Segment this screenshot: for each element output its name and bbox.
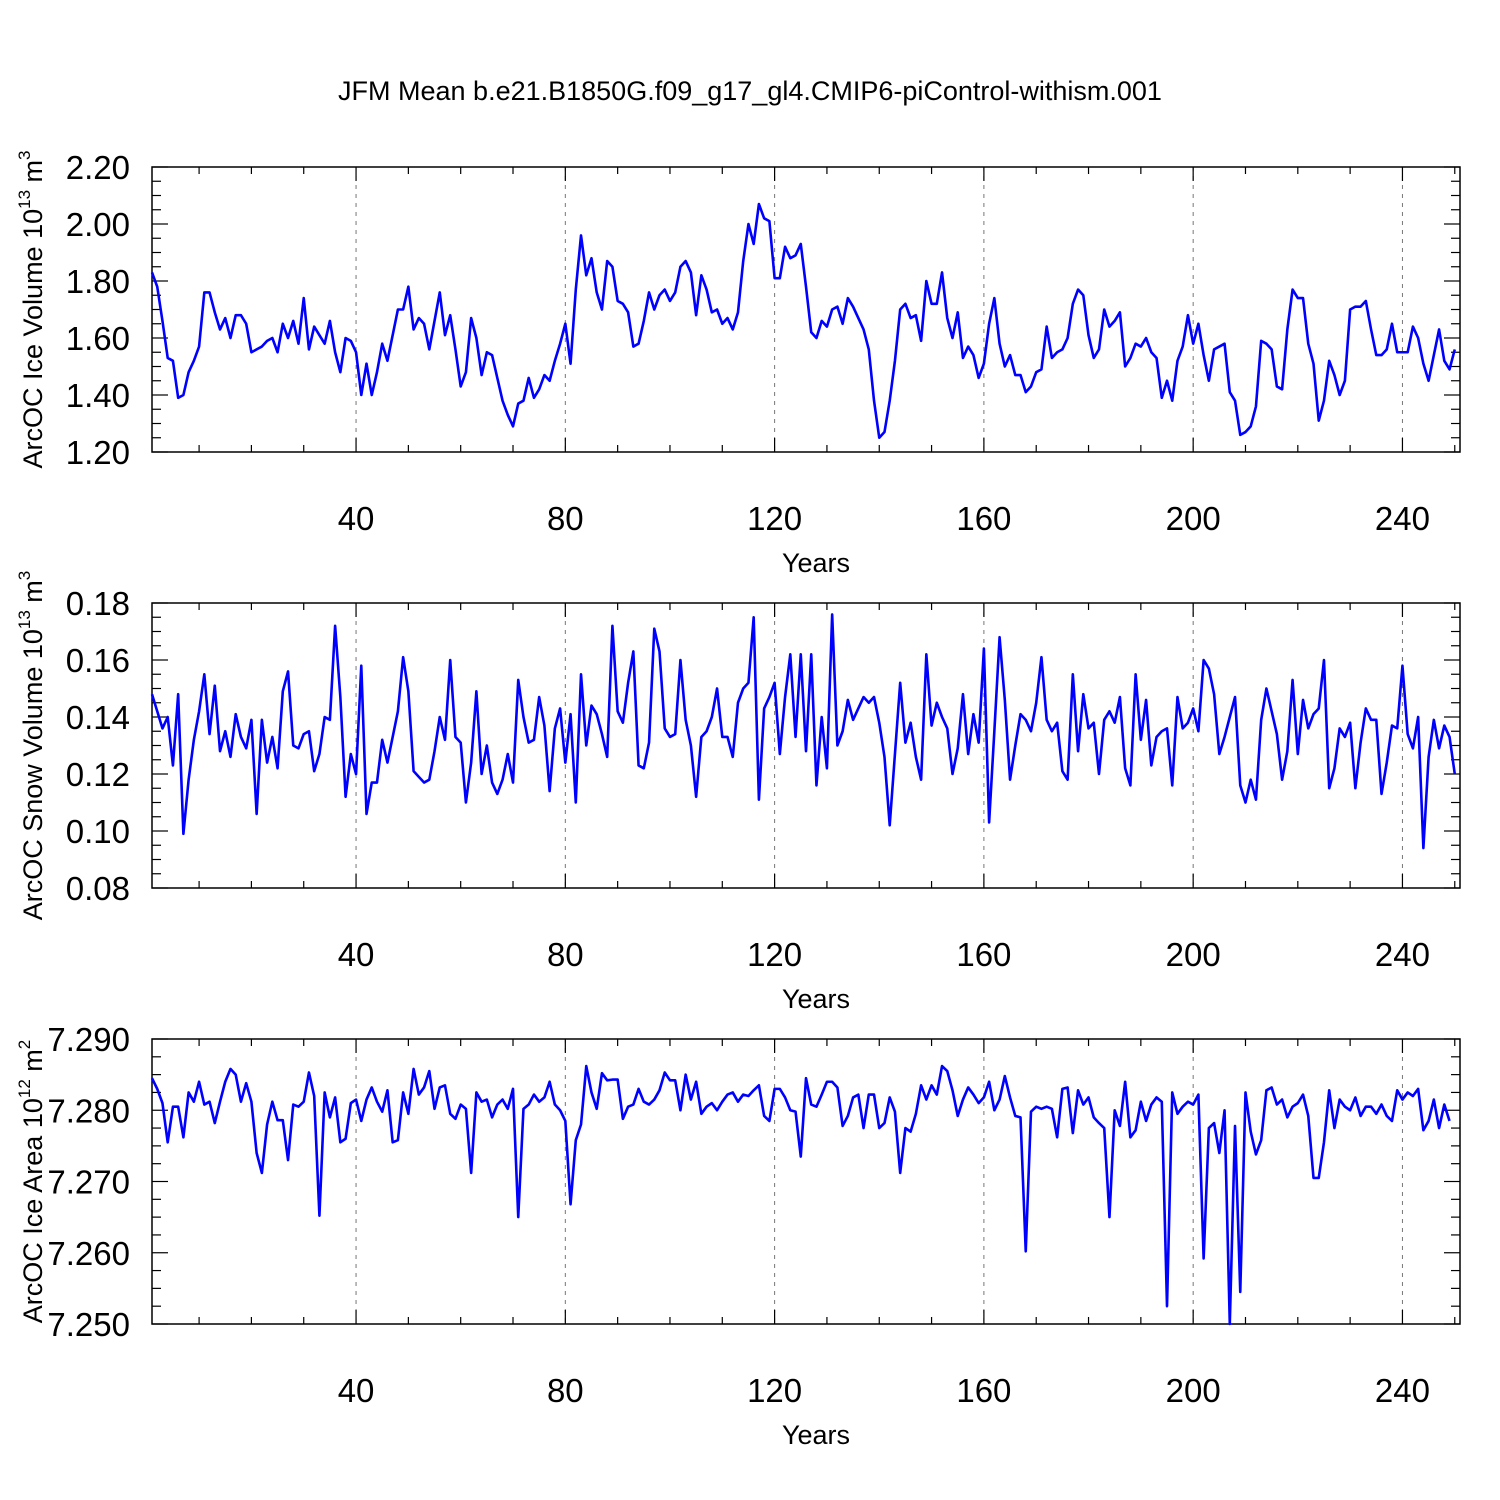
plot-frame — [151, 1038, 1461, 1325]
y-tick-label: 7.290 — [47, 1021, 130, 1058]
x-tick-label: 120 — [747, 936, 802, 973]
x-tick-label: 240 — [1375, 500, 1430, 537]
x-axis-label: Years — [782, 1420, 850, 1450]
y-tick-label: 0.16 — [66, 642, 130, 679]
series-line — [150, 613, 1457, 850]
y-axis-label-part: ArcOC Ice Volume 10 — [18, 209, 48, 469]
y-tick-label: 7.260 — [47, 1235, 130, 1272]
x-tick-label: 40 — [338, 500, 375, 537]
series-line — [150, 202, 1457, 440]
y-axis-label-superscript: 13 — [15, 610, 34, 629]
x-tick-label: 240 — [1375, 936, 1430, 973]
x-tick-label: 80 — [547, 500, 584, 537]
x-axis-label: Years — [782, 548, 850, 578]
x-tick-label: 240 — [1375, 1372, 1430, 1409]
y-axis-label-superscript: 3 — [15, 150, 34, 159]
chart-panel-2: 0.08 0.10 0.12 0.14 0.16 0.18 40 80 120 160 200 240… — [15, 571, 1461, 1014]
y-tick-label: 7.280 — [47, 1092, 130, 1129]
y-axis-label-part: ArcOC Ice Area 10 — [18, 1098, 48, 1323]
x-tick-label: 80 — [547, 936, 584, 973]
y-tick-label: 0.12 — [66, 756, 130, 793]
chart-panel-3: 7.250 7.260 7.270 7.280 7.290 40 80 120 160 200 24… — [15, 1021, 1461, 1450]
y-tick-label: 1.20 — [66, 434, 130, 471]
y-tick-label: 0.14 — [66, 699, 130, 736]
y-tick-label: 2.20 — [66, 149, 130, 186]
y-axis-label-part: m — [18, 580, 48, 610]
y-axis-label-superscript: 3 — [15, 571, 34, 580]
y-axis-label-part: m — [18, 160, 48, 190]
x-tick-label: 200 — [1166, 936, 1221, 973]
plot-frame — [151, 602, 1461, 889]
series-line — [150, 1064, 1451, 1326]
x-tick-label: 200 — [1166, 500, 1221, 537]
y-tick-label: 0.10 — [66, 813, 130, 850]
y-tick-label: 1.60 — [66, 320, 130, 357]
x-tick-label: 200 — [1166, 1372, 1221, 1409]
chart-title: JFM Mean b.e21.B1850G.f09_g17_gl4.CMIP6-… — [338, 76, 1162, 106]
y-axis-label-superscript: 2 — [15, 1040, 34, 1049]
plot-frame — [151, 166, 1461, 453]
y-axis-label-superscript: 12 — [15, 1079, 34, 1098]
x-tick-label: 40 — [338, 936, 375, 973]
y-tick-label: 7.250 — [47, 1306, 130, 1343]
y-tick-label: 0.18 — [66, 585, 130, 622]
y-tick-label: 1.40 — [66, 377, 130, 414]
y-axis-label-part: ArcOC Snow Volume 10 — [18, 629, 48, 920]
y-tick-label: 0.08 — [66, 870, 130, 907]
x-tick-label: 160 — [956, 936, 1011, 973]
y-axis-label: ArcOC Snow Volume 1013 m3 — [15, 571, 48, 921]
y-axis-label-superscript: 13 — [15, 190, 34, 209]
x-tick-label: 120 — [747, 500, 802, 537]
x-tick-label: 40 — [338, 1372, 375, 1409]
x-tick-label: 80 — [547, 1372, 584, 1409]
y-axis-label: ArcOC Ice Volume 1013 m3 — [15, 150, 48, 468]
x-tick-label: 160 — [956, 500, 1011, 537]
y-tick-label: 2.00 — [66, 206, 130, 243]
y-tick-label: 7.270 — [47, 1164, 130, 1201]
y-axis-label: ArcOC Ice Area 1012 m2 — [15, 1040, 48, 1324]
x-tick-label: 120 — [747, 1372, 802, 1409]
y-axis-label-part: m — [18, 1049, 48, 1079]
y-tick-label: 1.80 — [66, 263, 130, 300]
x-axis-label: Years — [782, 984, 850, 1014]
chart-panel-1: 1.20 1.40 1.60 1.80 2.00 2.20 40 80 120 160 200 240… — [15, 149, 1461, 578]
x-tick-label: 160 — [956, 1372, 1011, 1409]
